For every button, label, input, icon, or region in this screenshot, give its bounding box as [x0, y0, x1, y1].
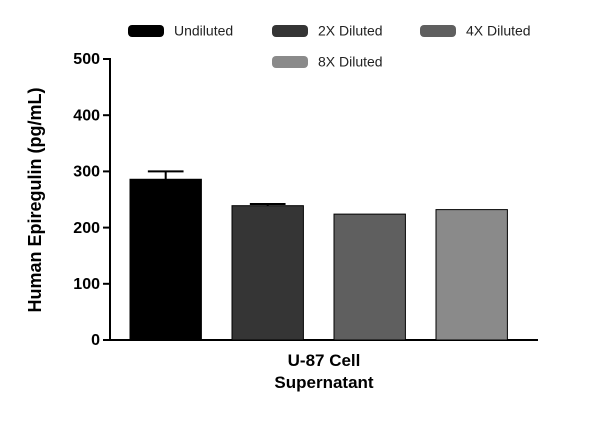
- legend-label: 8X Diluted: [318, 54, 383, 70]
- error-bar: [147, 170, 184, 180]
- y-tick-label: 200: [73, 220, 100, 237]
- legend-label: Undiluted: [174, 23, 233, 39]
- y-tick-label: 500: [73, 51, 100, 68]
- legend-label: 4X Diluted: [466, 23, 531, 39]
- legend-swatch: [128, 25, 164, 37]
- bar: [129, 178, 202, 341]
- legend-label: 2X Diluted: [318, 23, 383, 39]
- bar: [333, 213, 406, 341]
- x-tick-label: U-87 Cell Supernatant: [274, 351, 374, 392]
- y-tick-label: 0: [91, 332, 100, 349]
- legend-swatch: [272, 56, 308, 68]
- bar: [435, 209, 508, 341]
- y-axis-title: Human Epiregulin (pg/mL): [25, 88, 45, 313]
- y-tick-label: 400: [73, 107, 100, 124]
- y-tick-label: 100: [73, 276, 100, 293]
- y-tick-label: 300: [73, 164, 100, 181]
- legend-swatch: [272, 25, 308, 37]
- bar: [231, 205, 304, 341]
- legend-swatch: [420, 25, 456, 37]
